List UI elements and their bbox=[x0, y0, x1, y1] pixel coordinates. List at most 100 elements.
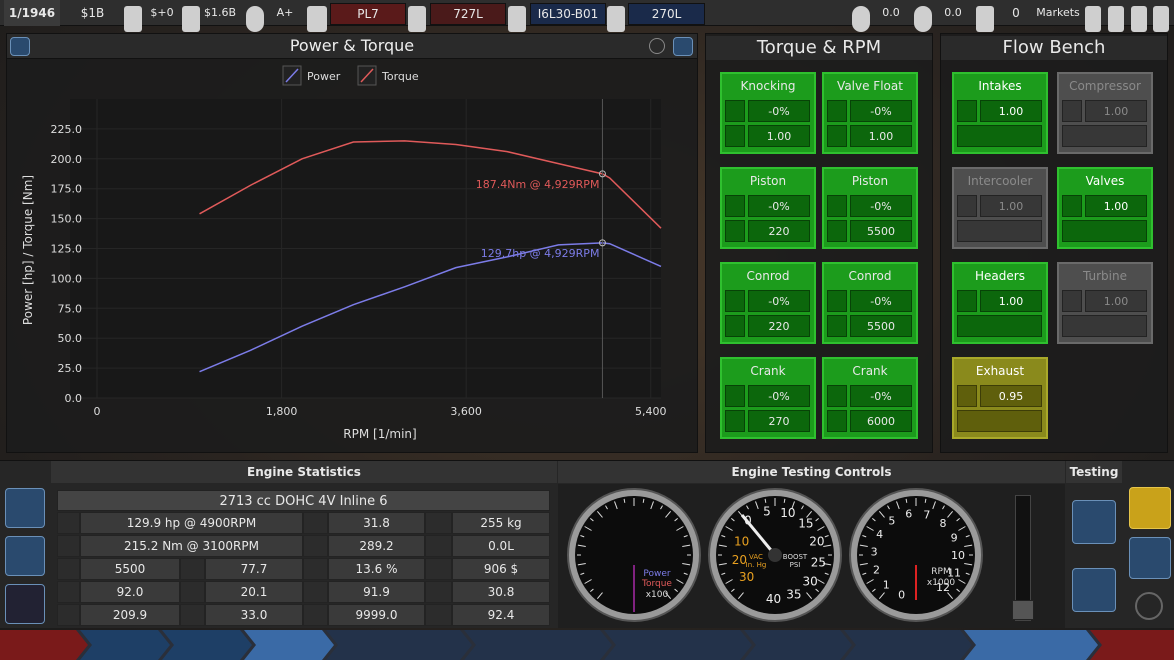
card-value: 270 bbox=[748, 410, 810, 432]
card-value: -0% bbox=[850, 100, 912, 122]
stat-icon bbox=[303, 604, 328, 626]
gauge-tick bbox=[683, 572, 688, 575]
help-button[interactable] bbox=[1135, 592, 1163, 620]
stat-value: 289.2 bbox=[328, 535, 425, 557]
nav-car[interactable] bbox=[0, 630, 88, 660]
nav-engine[interactable] bbox=[1090, 630, 1174, 660]
close-button[interactable] bbox=[1153, 6, 1169, 32]
annotation-marker bbox=[598, 239, 606, 247]
markets[interactable]: Markets bbox=[1036, 6, 1080, 19]
loan-icon[interactable] bbox=[182, 6, 200, 32]
nav-step[interactable] bbox=[162, 630, 252, 660]
stat-value: 9999.0 bbox=[328, 604, 425, 626]
gauge-tick-label: 10 bbox=[734, 535, 749, 549]
gauge-tick bbox=[866, 579, 874, 584]
stat-value: 906 $ bbox=[452, 558, 550, 580]
nav-step[interactable] bbox=[464, 630, 612, 660]
next-button[interactable] bbox=[1129, 537, 1171, 579]
menu-button[interactable] bbox=[1131, 6, 1147, 32]
rating-icon[interactable] bbox=[246, 6, 264, 32]
next-chart[interactable] bbox=[673, 37, 693, 56]
car[interactable]: PL7 bbox=[330, 3, 406, 25]
dyno-button[interactable] bbox=[1072, 568, 1116, 612]
car-icon[interactable] bbox=[307, 6, 327, 32]
prev-chart[interactable] bbox=[10, 37, 30, 56]
gauge-tick bbox=[783, 498, 786, 503]
stat-icon bbox=[180, 581, 205, 603]
throttle-handle[interactable] bbox=[1012, 600, 1034, 620]
stat-value: 30.8 bbox=[452, 581, 550, 603]
gauge-label: In. Hg bbox=[746, 561, 767, 569]
gauge-tick bbox=[584, 526, 592, 531]
export-button[interactable] bbox=[1085, 6, 1101, 32]
save-button[interactable] bbox=[1108, 6, 1124, 32]
card-title: Crank bbox=[750, 364, 786, 378]
card-value: 6000 bbox=[850, 410, 912, 432]
gauge-tick bbox=[801, 505, 804, 510]
legend-line bbox=[360, 68, 374, 83]
gauge-tick bbox=[682, 563, 691, 566]
xp-button[interactable] bbox=[5, 584, 45, 624]
nav-step[interactable] bbox=[964, 630, 1098, 660]
nav-step-active[interactable] bbox=[244, 630, 334, 660]
gauge-tick bbox=[683, 535, 688, 538]
stat-value: 13.6 % bbox=[328, 558, 425, 580]
gauge-tick bbox=[755, 501, 759, 510]
stat-icon bbox=[425, 558, 452, 580]
gauge-tick bbox=[815, 588, 819, 593]
back-button[interactable] bbox=[5, 536, 45, 576]
gauge-tick bbox=[721, 572, 726, 575]
gauge-tick bbox=[725, 579, 733, 584]
stat-icon bbox=[425, 512, 452, 534]
nav-step[interactable] bbox=[326, 630, 472, 660]
gauge-tick-label: 6 bbox=[905, 508, 912, 521]
gauge-label: PSI bbox=[790, 561, 801, 569]
gauge-tick-label: 10 bbox=[951, 549, 965, 562]
stat-icon bbox=[180, 558, 205, 580]
card-icon bbox=[725, 125, 745, 147]
gauge-tick bbox=[674, 517, 678, 522]
gauge-tick bbox=[859, 544, 868, 547]
nav-step[interactable] bbox=[844, 630, 972, 660]
gauge-tick bbox=[887, 505, 890, 510]
gauge-tick bbox=[964, 563, 973, 566]
rating: A+ bbox=[276, 6, 294, 19]
card-value: 1.00 bbox=[980, 195, 1042, 217]
card-title: Headers bbox=[975, 269, 1025, 283]
card-empty bbox=[957, 315, 1042, 337]
nav-step[interactable] bbox=[80, 630, 170, 660]
chart-header bbox=[7, 34, 697, 59]
gauge-tick bbox=[725, 526, 733, 531]
engine[interactable]: I6L30-B01 bbox=[530, 3, 606, 25]
gauge-tick bbox=[665, 592, 672, 599]
volume-icon bbox=[408, 6, 426, 32]
gauge-tick bbox=[731, 517, 735, 522]
gauge-face bbox=[857, 496, 975, 614]
card-title: Compressor bbox=[1069, 79, 1141, 93]
throttle-slider[interactable] bbox=[1015, 495, 1031, 621]
help-button[interactable] bbox=[649, 38, 665, 54]
card-title: Conrod bbox=[746, 269, 790, 283]
gauge-tick-label: 20 bbox=[732, 553, 747, 567]
money-icon[interactable] bbox=[124, 6, 142, 32]
nav-step[interactable] bbox=[604, 630, 752, 660]
card-title: Knocking bbox=[740, 79, 796, 93]
gauge-tick bbox=[878, 511, 885, 518]
card-value: 1.00 bbox=[1085, 290, 1147, 312]
nav-step[interactable] bbox=[744, 630, 852, 660]
gauge-tick-label: 2 bbox=[873, 563, 880, 576]
gauge-tick-label: 8 bbox=[939, 517, 946, 530]
graph-test-button[interactable] bbox=[1072, 500, 1116, 544]
warning-button[interactable] bbox=[1129, 487, 1171, 529]
annotation-marker bbox=[598, 170, 606, 178]
stat-value: 215.2 Nm @ 3100RPM bbox=[80, 535, 303, 557]
gauge-tick bbox=[614, 501, 618, 510]
x-tick-label: 0 bbox=[94, 405, 101, 418]
graph-button[interactable] bbox=[5, 488, 45, 528]
card-value: -0% bbox=[850, 290, 912, 312]
gauge-tick bbox=[623, 498, 626, 503]
card-value: 0.95 bbox=[980, 385, 1042, 407]
score-1: 0.0 bbox=[882, 6, 900, 19]
gauge-tick-label: 15 bbox=[798, 517, 813, 531]
stat-icon bbox=[303, 581, 328, 603]
